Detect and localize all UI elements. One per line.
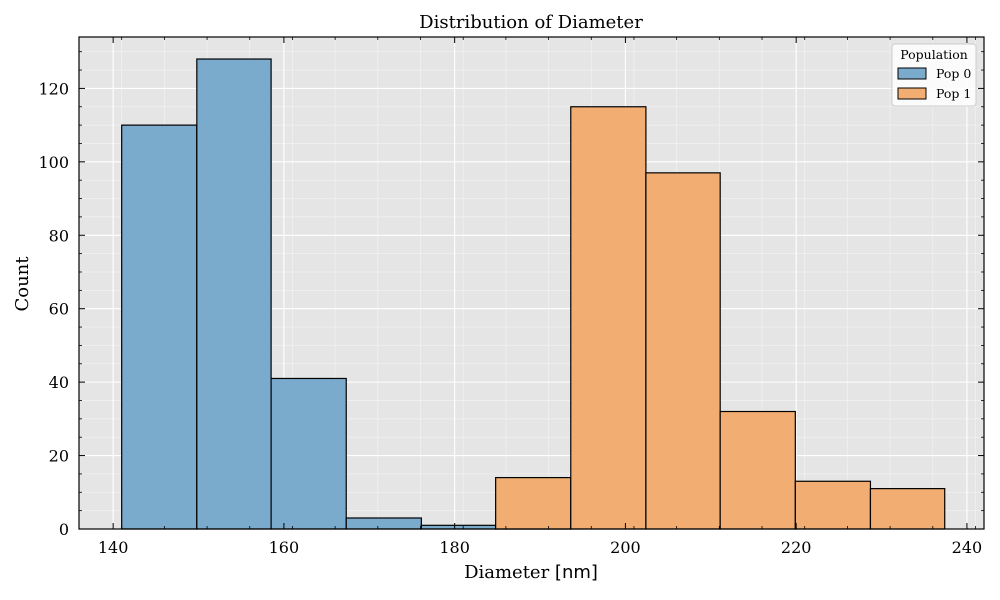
plot-frame — [78, 36, 985, 530]
x-tick-label: 240 — [952, 538, 983, 557]
y-tick-label: 120 — [38, 79, 69, 98]
x-axis-label-unit: [nm] — [555, 562, 598, 583]
y-tick-label: 60 — [49, 300, 69, 319]
y-tick-label: 20 — [49, 447, 69, 466]
y-tick-label: 0 — [59, 520, 69, 539]
bar-pop-0 — [196, 58, 272, 530]
tick-labels: 140 160 180 200 220 240 0 20 40 60 80 100 120 — [38, 79, 982, 557]
bar-pop-1 — [645, 172, 721, 530]
bar-pop-1 — [794, 480, 872, 530]
legend-swatch-pop-0 — [897, 67, 927, 80]
bar-pop-0 — [270, 377, 347, 530]
bar-pop-1 — [869, 488, 946, 530]
y-tick-label: 80 — [49, 226, 69, 245]
bars — [121, 58, 946, 530]
x-tick-label: 200 — [610, 538, 641, 557]
bar-pop-0 — [121, 124, 198, 530]
x-tick-label: 220 — [781, 538, 812, 557]
axis-ticks — [78, 37, 984, 530]
bar-pop-1 — [719, 410, 796, 530]
legend: Population Pop 0 Pop 1 — [891, 43, 977, 107]
bar-pop-0 — [345, 517, 422, 530]
x-axis-label-text: Diameter — [464, 562, 555, 583]
x-tick-label: 160 — [269, 538, 300, 557]
legend-title: Population — [900, 47, 968, 62]
bar-pop-1 — [495, 476, 572, 530]
y-tick-label: 100 — [38, 153, 69, 172]
bar-pop-1 — [570, 106, 647, 530]
legend-swatch-pop-1 — [897, 87, 927, 100]
x-axis-label: Diameter [nm] — [464, 562, 598, 583]
x-tick-label: 180 — [439, 538, 470, 557]
y-tick-label: 40 — [49, 373, 69, 392]
chart-title: Distribution of Diameter — [419, 12, 643, 33]
x-tick-label: 140 — [98, 538, 129, 557]
legend-label-pop-0: Pop 0 — [936, 66, 971, 81]
y-axis-label: Count — [12, 256, 33, 312]
legend-label-pop-1: Pop 1 — [936, 86, 971, 101]
